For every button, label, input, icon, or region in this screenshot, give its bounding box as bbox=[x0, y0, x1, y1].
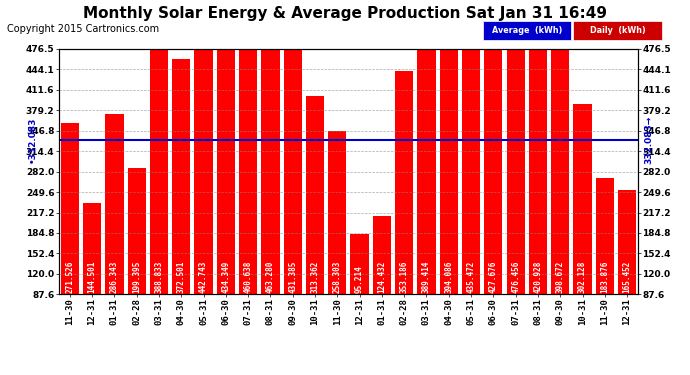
Bar bbox=[373, 216, 391, 294]
Text: 420.928: 420.928 bbox=[533, 261, 542, 293]
Text: 95.214: 95.214 bbox=[355, 266, 364, 293]
Text: 144.501: 144.501 bbox=[88, 261, 97, 293]
Bar bbox=[195, 15, 213, 294]
Text: 183.876: 183.876 bbox=[600, 261, 609, 293]
Text: 165.452: 165.452 bbox=[622, 261, 631, 293]
Text: 353.186: 353.186 bbox=[400, 261, 408, 293]
Text: 332.083→: 332.083→ bbox=[644, 116, 653, 164]
Text: 460.638: 460.638 bbox=[244, 261, 253, 293]
Bar bbox=[128, 168, 146, 294]
Bar bbox=[395, 71, 413, 294]
Text: 442.743: 442.743 bbox=[199, 261, 208, 293]
Bar bbox=[595, 178, 614, 294]
Bar bbox=[529, 28, 547, 294]
Bar bbox=[262, 2, 279, 294]
Text: Average  (kWh): Average (kWh) bbox=[492, 26, 562, 35]
Bar bbox=[150, 49, 168, 294]
Bar bbox=[172, 59, 190, 294]
Text: 286.343: 286.343 bbox=[110, 261, 119, 293]
Bar bbox=[440, 45, 458, 294]
Bar bbox=[551, 43, 569, 294]
Bar bbox=[506, 0, 525, 294]
Text: 302.128: 302.128 bbox=[578, 261, 587, 293]
Text: 434.349: 434.349 bbox=[221, 261, 230, 293]
Bar bbox=[83, 203, 101, 294]
Text: 476.456: 476.456 bbox=[511, 261, 520, 293]
Text: Copyright 2015 Cartronics.com: Copyright 2015 Cartronics.com bbox=[7, 24, 159, 34]
Bar bbox=[217, 20, 235, 294]
Text: 394.086: 394.086 bbox=[444, 261, 453, 293]
Text: 431.385: 431.385 bbox=[288, 261, 297, 293]
Text: 427.676: 427.676 bbox=[489, 261, 498, 293]
Text: 398.672: 398.672 bbox=[555, 261, 564, 293]
Text: 372.501: 372.501 bbox=[177, 261, 186, 293]
Bar bbox=[417, 48, 435, 294]
Text: 199.395: 199.395 bbox=[132, 261, 141, 293]
Bar bbox=[351, 234, 368, 294]
Bar bbox=[484, 24, 502, 294]
Text: Monthly Solar Energy & Average Production Sat Jan 31 16:49: Monthly Solar Energy & Average Productio… bbox=[83, 6, 607, 21]
Bar bbox=[462, 20, 480, 294]
Bar bbox=[618, 190, 636, 294]
Bar bbox=[284, 22, 302, 294]
Bar bbox=[106, 114, 124, 294]
Text: 463.280: 463.280 bbox=[266, 261, 275, 293]
Text: 389.414: 389.414 bbox=[422, 261, 431, 293]
Text: 271.526: 271.526 bbox=[66, 261, 75, 293]
Bar bbox=[306, 96, 324, 294]
Text: 388.833: 388.833 bbox=[155, 261, 164, 293]
Bar bbox=[239, 3, 257, 294]
Bar bbox=[573, 104, 591, 294]
Text: •332.083: •332.083 bbox=[28, 117, 37, 163]
Text: 124.432: 124.432 bbox=[377, 261, 386, 293]
Bar bbox=[61, 123, 79, 294]
Text: 313.362: 313.362 bbox=[310, 261, 319, 293]
Text: Daily  (kWh): Daily (kWh) bbox=[590, 26, 645, 35]
Text: 258.303: 258.303 bbox=[333, 261, 342, 293]
Text: 435.472: 435.472 bbox=[466, 261, 475, 293]
Bar bbox=[328, 131, 346, 294]
